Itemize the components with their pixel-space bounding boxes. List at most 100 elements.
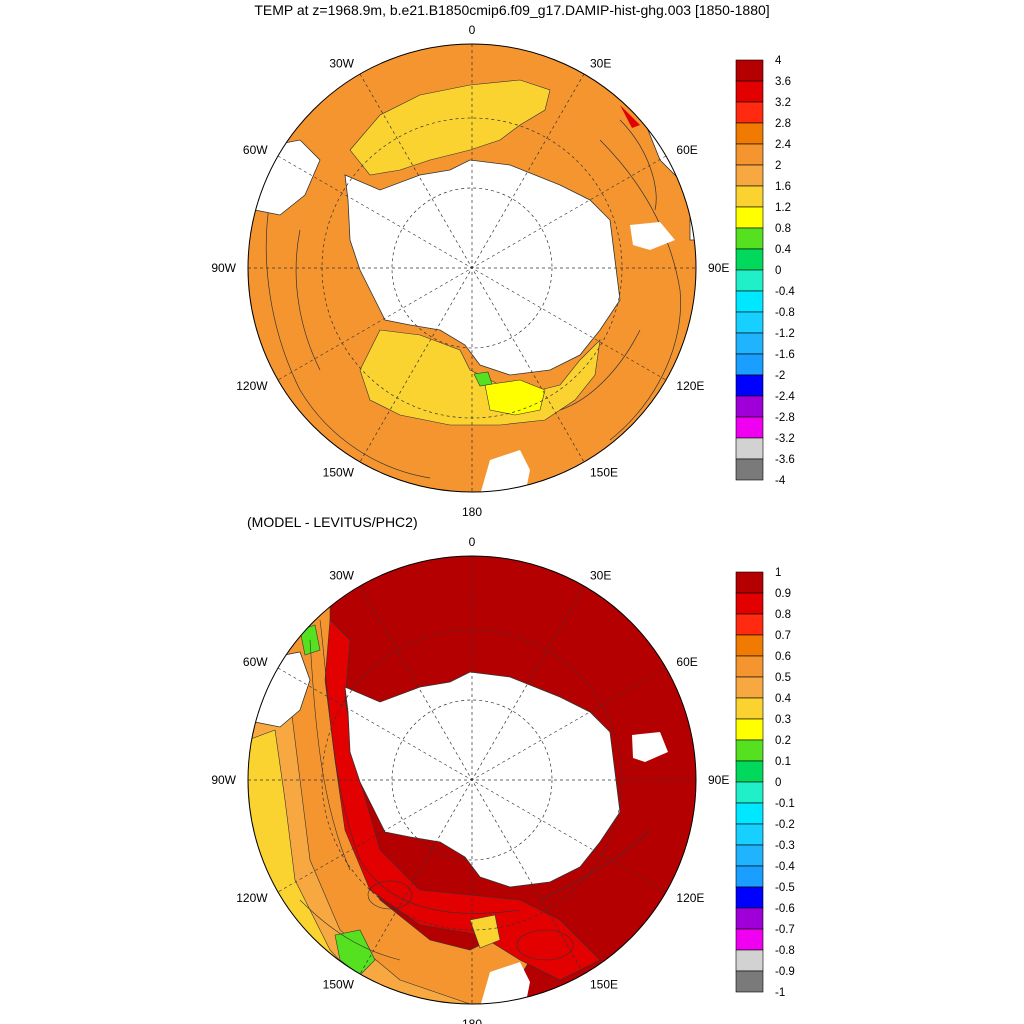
- colorbar-bottom-tick-label-9: 0.1: [775, 756, 791, 768]
- colorbar-bottom-swatch-0: [735, 571, 764, 594]
- top-map-antarctica: [344, 159, 621, 376]
- colorbar-top-tick-label-16: -2.4: [775, 391, 795, 403]
- colorbar-top-swatch-14: [735, 353, 764, 376]
- bottom-map-lon-label-6: 180: [462, 1017, 482, 1024]
- colorbar-top-tick-label-15: -2: [775, 370, 785, 382]
- colorbar-top-swatch-19: [735, 458, 764, 481]
- top-map-graticule: [248, 44, 696, 492]
- colorbar-top-swatch-4: [735, 143, 764, 166]
- colorbar-bottom-tick-label-3: 0.7: [775, 630, 791, 642]
- plot-subtitle: (MODEL - LEVITUS/PHC2): [247, 514, 418, 530]
- colorbar-top-tick-label-9: 0.4: [775, 244, 792, 256]
- bottom-map-lon-label-11: 30W: [329, 569, 354, 583]
- colorbar-bottom-swatch-12: [735, 823, 764, 846]
- colorbar-top-swatch-6: [735, 185, 764, 208]
- top-map-lon-label-4: 120E: [676, 379, 704, 393]
- colorbar-bottom-swatch-3: [735, 634, 764, 657]
- colorbar-bottom-swatch-19: [735, 970, 764, 993]
- colorbar-bottom-tick-label-2: 0.8: [775, 609, 791, 621]
- colorbar-bottom-tick-label-0: 1: [775, 567, 781, 579]
- colorbar-bottom-swatch-18: [735, 949, 764, 972]
- top-map-lon-label-2: 60E: [676, 143, 697, 157]
- bottom-map-lon-label-9: 90W: [211, 773, 236, 787]
- bottom-map-border: [247, 555, 697, 1005]
- colorbar-bottom-swatch-8: [735, 739, 764, 762]
- top-map-lon-label-5: 150E: [590, 465, 618, 479]
- colorbar-bottom-swatch-10: [735, 781, 764, 804]
- bottom-map-lon-label-5: 150E: [590, 977, 618, 991]
- colorbar-bottom-swatch-4: [735, 655, 764, 678]
- colorbar-bottom-tick-label-6: 0.4: [775, 693, 792, 705]
- colorbar-top-tick-label-13: -1.2: [775, 328, 795, 340]
- top-map-lon-label-7: 150W: [323, 465, 355, 479]
- top-map-warm-band-atlantic: [349, 79, 551, 176]
- colorbar-top-tick-label-20: -4: [775, 475, 786, 487]
- colorbar-top-swatch-1: [735, 80, 764, 103]
- colorbar-bottom-tick-label-14: -0.4: [775, 861, 795, 873]
- colorbar-top-swatch-5: [735, 164, 764, 187]
- colorbar-top-tick-label-0: 4: [775, 55, 782, 67]
- bottom-map-island-east: [632, 732, 668, 762]
- bottom-map-lon-label-4: 120E: [676, 891, 704, 905]
- colorbar-top-swatch-15: [735, 374, 764, 397]
- top-map-lon-label-8: 120W: [236, 379, 268, 393]
- colorbar-top-tick-label-4: 2.4: [775, 139, 792, 151]
- colorbar-bottom-tick-label-11: -0.1: [775, 798, 795, 810]
- colorbar-top-tick-label-19: -3.6: [775, 454, 795, 466]
- colorbar-top-swatch-0: [735, 59, 764, 82]
- colorbar-bottom-swatch-13: [735, 844, 764, 867]
- colorbar-bottom-tick-label-18: -0.8: [775, 945, 795, 957]
- colorbar-bottom-tick-label-10: 0: [775, 777, 781, 789]
- top-map-longitude-labels: 0 30E 60E 90E 120E 150E 180 150W 120W 90W 60W 30W: [211, 23, 729, 519]
- colorbar-bottom-swatch-9: [735, 760, 764, 783]
- top-map-island-east: [630, 222, 675, 250]
- colorbar-bottom-tick-label-7: 0.3: [775, 714, 791, 726]
- colorbar-top-swatch-16: [735, 395, 764, 418]
- colorbar-bottom-tick-label-1: 0.9: [775, 588, 791, 600]
- colorbar-top-swatch-9: [735, 248, 764, 271]
- colorbar-top-tick-label-7: 1.2: [775, 202, 791, 214]
- colorbar-bottom-swatch-2: [735, 613, 764, 636]
- colorbar-bottom-tick-label-8: 0.2: [775, 735, 791, 747]
- top-map-lon-label-11: 30W: [329, 57, 354, 71]
- colorbar-bottom-tick-label-20: -1: [775, 987, 785, 999]
- colorbar-top-tick-label-11: -0.4: [775, 286, 795, 298]
- colorbar-top-swatch-2: [735, 101, 764, 124]
- bottom-map-longitude-labels: 0 30E 60E 90E 120E 150E 180 150W 120W 90W 60W 30W: [211, 535, 729, 1024]
- bottom-map-nz-edge: [480, 962, 530, 1004]
- colorbar-bottom-tick-label-15: -0.5: [775, 882, 795, 894]
- top-map-lon-label-10: 60W: [243, 143, 268, 157]
- top-map-lon-label-0: 0: [469, 23, 476, 37]
- colorbar-top-swatch-18: [735, 437, 764, 460]
- colorbar-bottom-tick-label-5: 0.5: [775, 672, 791, 684]
- colorbar-top-swatch-3: [735, 122, 764, 145]
- bottom-map: 0 30E 60E 90E 120E 150E 180 150W 120W 90W 60W 30W: [211, 535, 729, 1024]
- bottom-map-antarctica: [344, 671, 621, 888]
- colorbar-bottom-swatch-17: [735, 928, 764, 951]
- colorbar-top-tick-label-12: -0.8: [775, 307, 795, 319]
- colorbar-bottom-swatch-1: [735, 592, 764, 615]
- top-map-lon-label-6: 180: [462, 505, 482, 519]
- colorbar-bottom-swatch-14: [735, 865, 764, 888]
- colorbar-top-swatch-8: [735, 227, 764, 250]
- colorbar-top-swatch-7: [735, 206, 764, 229]
- colorbar-bottom: 1 0.9 0.8 0.7 0.6 0.5 0.4 0.3 0.2 0.1 0 -0.1 -0.2 -0.…: [735, 567, 795, 999]
- bottom-map-lon-label-7: 150W: [323, 977, 355, 991]
- bottom-map-lon-label-8: 120W: [236, 891, 268, 905]
- top-map-lon-label-9: 90W: [211, 261, 236, 275]
- top-map-border: [247, 43, 697, 493]
- top-map: 0 30E 60E 90E 120E 150E 180 150W 120W 90W 60W 30W: [211, 23, 729, 519]
- colorbar-top-tick-label-6: 1.6: [775, 181, 791, 193]
- colorbar-top-swatch-11: [735, 290, 764, 313]
- colorbar-top-tick-label-18: -3.2: [775, 433, 795, 445]
- colorbar-top-tick-label-2: 3.2: [775, 97, 791, 109]
- top-map-lon-label-3: 90E: [708, 261, 729, 275]
- colorbar-top-tick-label-1: 3.6: [775, 76, 791, 88]
- colorbar-bottom-swatch-5: [735, 676, 764, 699]
- colorbar-bottom-tick-label-19: -0.9: [775, 966, 795, 978]
- colorbar-bottom-tick-label-17: -0.7: [775, 924, 795, 936]
- bottom-map-green-patch: [334, 929, 376, 976]
- colorbar-top-swatch-10: [735, 269, 764, 292]
- colorbar-bottom-tick-label-12: -0.2: [775, 819, 795, 831]
- colorbar-top-tick-label-14: -1.6: [775, 349, 795, 361]
